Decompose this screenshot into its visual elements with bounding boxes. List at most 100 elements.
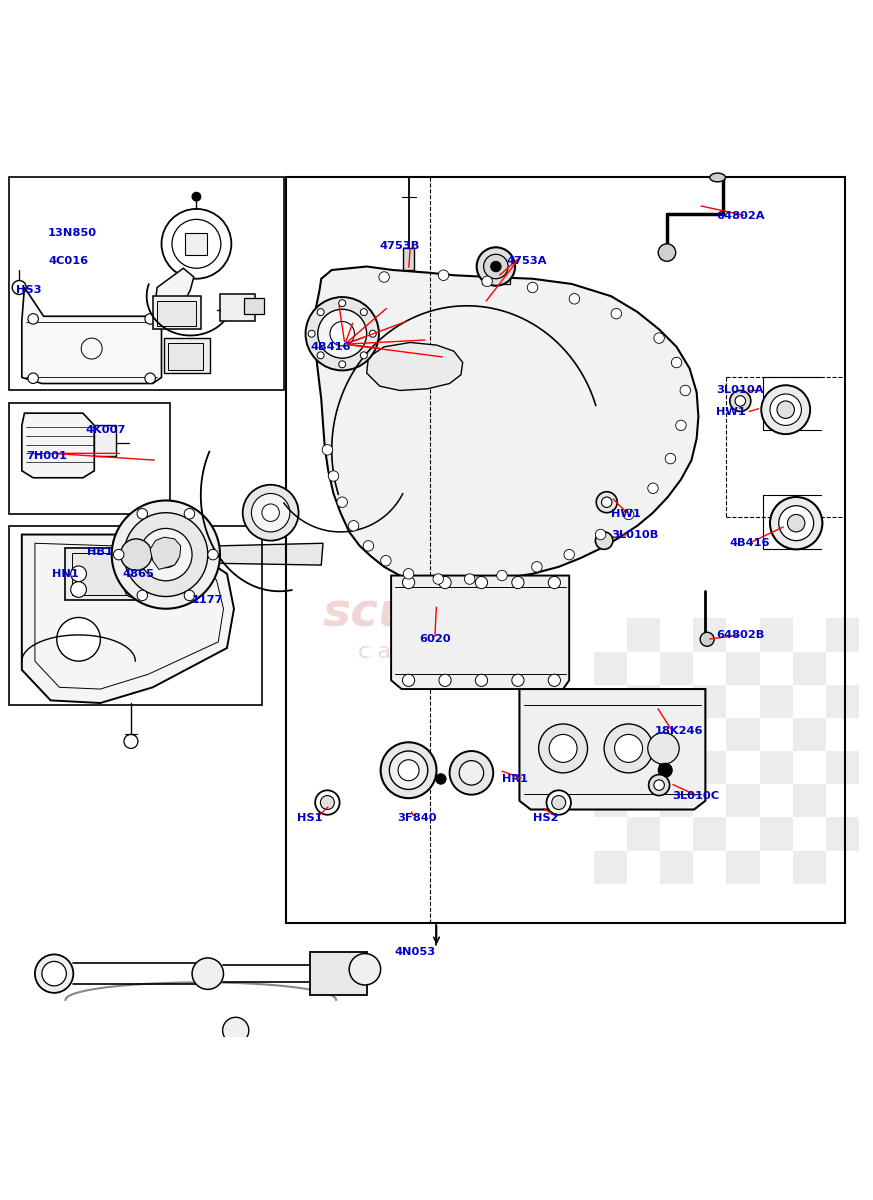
Circle shape (328, 470, 339, 481)
Circle shape (137, 509, 148, 520)
Text: 13N850: 13N850 (48, 228, 97, 239)
Circle shape (57, 618, 100, 661)
Circle shape (192, 192, 201, 202)
Text: 3L010C: 3L010C (672, 792, 719, 802)
Circle shape (611, 308, 622, 319)
Circle shape (436, 774, 446, 785)
Circle shape (491, 262, 501, 271)
Bar (168, 343, 203, 370)
Text: HN1: HN1 (52, 569, 79, 578)
Circle shape (145, 373, 155, 384)
Bar (627, 685, 660, 718)
Bar (153, 296, 201, 329)
Circle shape (623, 509, 634, 520)
Bar (726, 785, 760, 817)
Circle shape (604, 724, 653, 773)
Circle shape (548, 576, 560, 589)
Circle shape (654, 780, 664, 791)
Circle shape (398, 760, 419, 781)
Circle shape (569, 294, 580, 304)
Circle shape (552, 796, 566, 810)
Circle shape (497, 570, 507, 581)
Circle shape (137, 590, 148, 601)
Circle shape (484, 254, 508, 278)
Circle shape (262, 504, 279, 522)
Circle shape (735, 396, 746, 406)
Circle shape (680, 385, 691, 396)
Circle shape (184, 509, 195, 520)
Text: 18K246: 18K246 (655, 726, 704, 736)
Bar (185, 233, 207, 256)
Circle shape (306, 298, 379, 371)
Text: 4753A: 4753A (506, 257, 546, 266)
Polygon shape (150, 538, 181, 570)
Circle shape (322, 445, 333, 455)
Circle shape (317, 308, 324, 316)
Bar (627, 618, 660, 652)
Text: c a r   p a r t s: c a r p a r t s (358, 642, 515, 662)
Circle shape (482, 276, 492, 287)
Bar (793, 785, 826, 817)
Bar (164, 338, 210, 373)
Bar (482, 266, 510, 284)
Circle shape (318, 310, 367, 358)
Circle shape (512, 576, 524, 589)
Bar (244, 298, 264, 313)
Circle shape (124, 734, 138, 749)
Polygon shape (314, 266, 698, 582)
Circle shape (770, 394, 801, 425)
Circle shape (676, 420, 686, 431)
Circle shape (28, 313, 38, 324)
Circle shape (450, 751, 493, 794)
Text: 4753B: 4753B (380, 241, 420, 252)
Circle shape (369, 330, 376, 337)
Circle shape (546, 791, 571, 815)
Circle shape (539, 724, 588, 773)
Circle shape (787, 515, 805, 532)
Circle shape (475, 674, 487, 686)
Bar (310, 952, 367, 996)
Circle shape (477, 247, 515, 286)
Bar (286, 176, 845, 923)
Bar (726, 652, 760, 685)
Circle shape (649, 775, 670, 796)
Bar (660, 718, 693, 751)
Bar (65, 547, 144, 600)
Circle shape (337, 497, 347, 508)
Circle shape (361, 352, 368, 359)
Circle shape (153, 541, 179, 568)
Circle shape (403, 569, 414, 580)
Bar (693, 751, 726, 785)
Circle shape (648, 733, 679, 764)
Circle shape (512, 674, 524, 686)
Bar (726, 718, 760, 751)
Bar (826, 751, 859, 785)
Text: 1177: 1177 (192, 595, 223, 605)
Bar (627, 817, 660, 851)
Circle shape (671, 358, 682, 367)
Circle shape (308, 330, 315, 337)
Text: HB1: HB1 (87, 547, 113, 557)
Circle shape (35, 954, 73, 992)
Bar (594, 652, 627, 685)
Circle shape (71, 582, 86, 598)
Bar (94, 425, 116, 456)
Text: 3L010A: 3L010A (716, 385, 763, 396)
Circle shape (379, 271, 389, 282)
Circle shape (320, 796, 334, 810)
Circle shape (361, 308, 368, 316)
Circle shape (145, 313, 155, 324)
Text: 64802B: 64802B (716, 630, 764, 640)
Circle shape (595, 529, 606, 540)
Circle shape (475, 576, 487, 589)
Circle shape (192, 958, 223, 989)
Circle shape (601, 497, 612, 508)
Text: HR1: HR1 (502, 774, 528, 784)
Bar (693, 817, 726, 851)
Circle shape (777, 401, 794, 419)
Circle shape (363, 541, 374, 551)
Text: 4N053: 4N053 (395, 947, 436, 956)
Bar (220, 294, 255, 320)
Circle shape (124, 512, 208, 596)
Circle shape (140, 528, 192, 581)
